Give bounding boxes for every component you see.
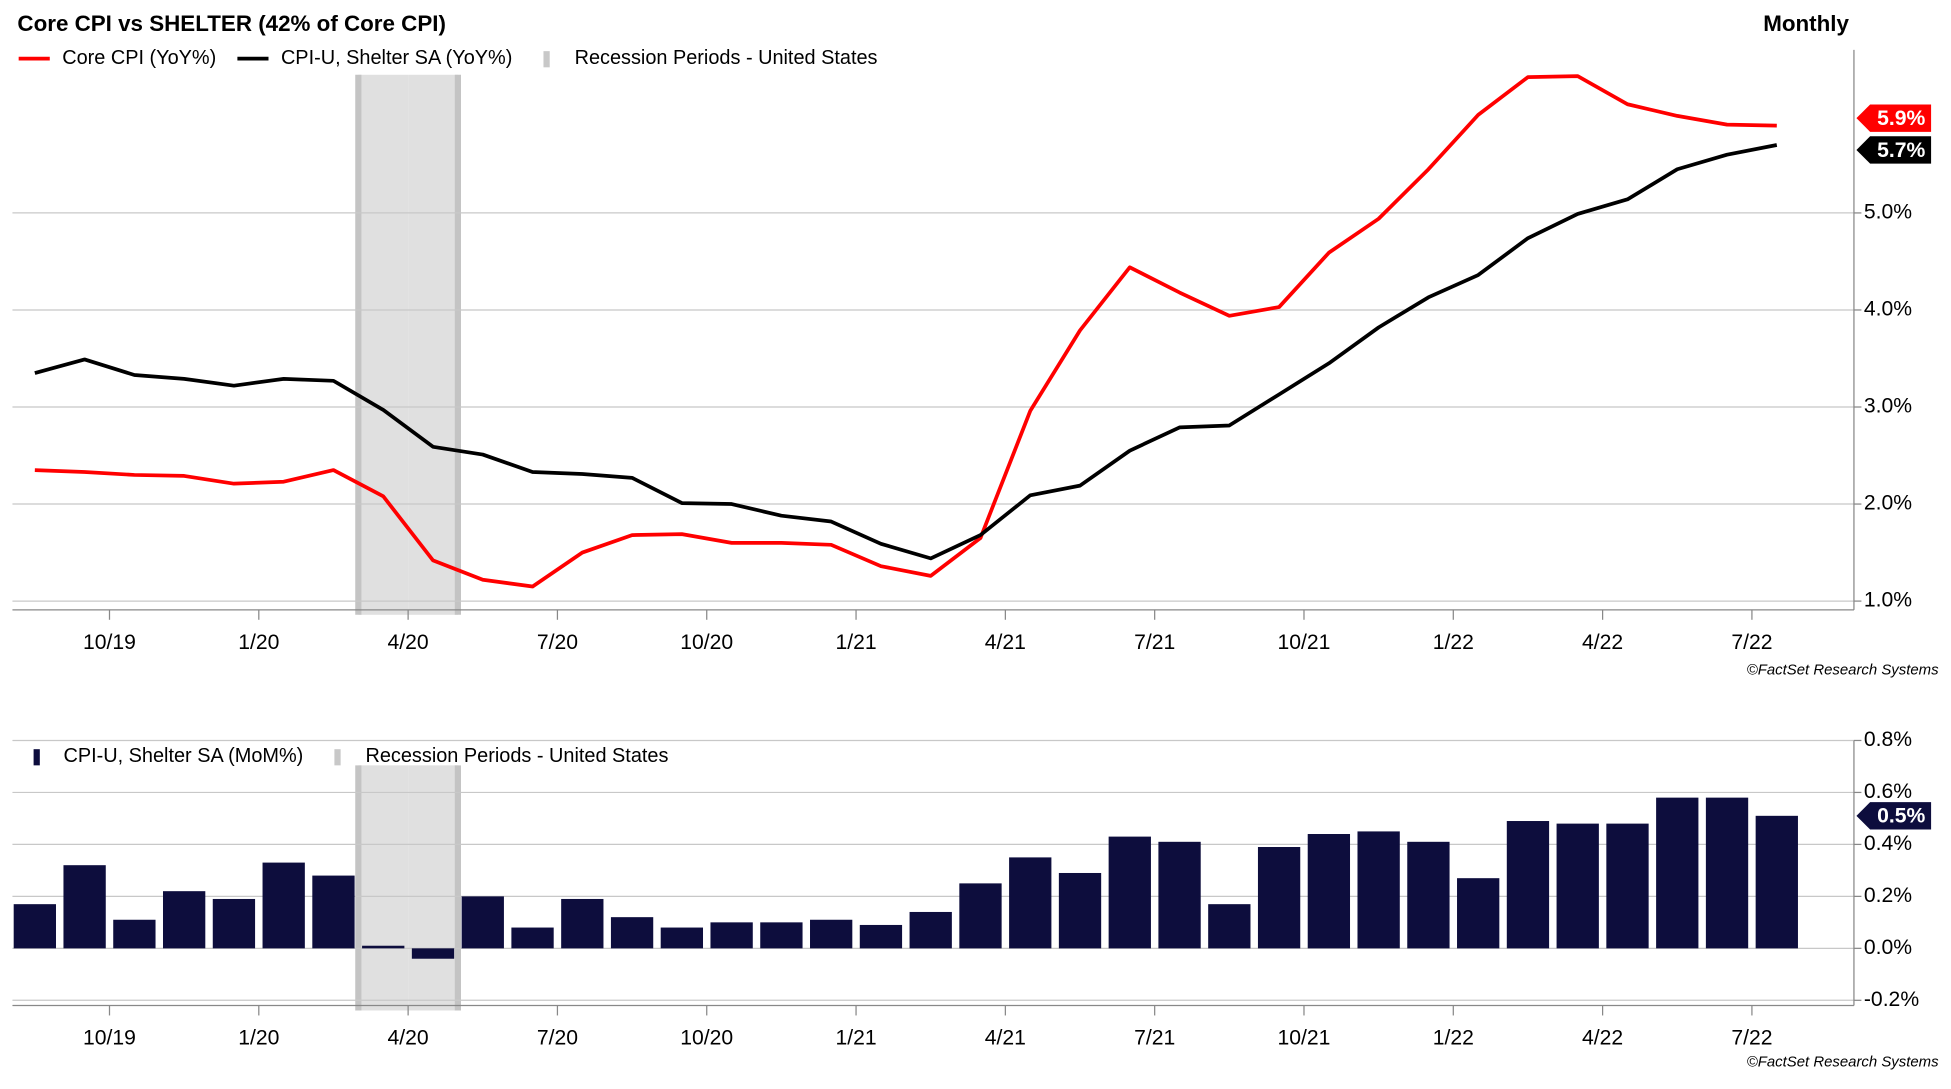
x-tick-label: 1/20 <box>238 631 279 654</box>
x-tick-label: 1/21 <box>835 631 876 654</box>
bar <box>959 883 1002 949</box>
x-tick-label: 1/21 <box>835 1027 876 1050</box>
line <box>34 143 1778 561</box>
y-tick-label: 0.2% <box>1864 884 1912 907</box>
x-tick-label: 10/19 <box>83 1027 136 1050</box>
bar <box>1009 857 1052 949</box>
y-tick-label: 0.6% <box>1864 780 1912 803</box>
bar <box>1357 831 1400 949</box>
x-tick-label: 1/22 <box>1433 1027 1474 1050</box>
x-tick-label: 10/21 <box>1278 1027 1331 1050</box>
legend-label: Core CPI (YoY%) <box>62 47 216 69</box>
value-callout <box>1856 802 1932 830</box>
bar <box>212 898 256 949</box>
bar <box>113 919 156 949</box>
chart-subtitle: Monthly <box>1763 11 1849 36</box>
y-tick-label: 0.4% <box>1864 832 1912 855</box>
y-tick-label: 0.8% <box>1864 728 1912 751</box>
legend-label: CPI-U, Shelter SA (MoM%) <box>63 745 303 767</box>
legend-swatch <box>543 51 550 68</box>
value-callout <box>1856 104 1932 132</box>
recession-band <box>358 765 409 1011</box>
recession-band <box>358 74 409 615</box>
x-tick-label: 1/20 <box>238 1027 279 1050</box>
bar <box>1705 797 1749 949</box>
x-tick-label: 4/21 <box>985 631 1026 654</box>
y-tick-label: 2.0% <box>1864 492 1912 515</box>
bar <box>262 862 305 949</box>
bar <box>63 865 106 949</box>
legend-label: Recession Periods - United States <box>366 745 669 767</box>
chart-title: Core CPI vs SHELTER (42% of Core CPI) <box>17 11 446 36</box>
bar <box>660 927 704 949</box>
x-tick-label: 10/20 <box>680 631 733 654</box>
y-tick-label: 4.0% <box>1864 298 1912 321</box>
bar <box>13 904 56 949</box>
recession-band <box>408 765 458 1011</box>
bar <box>1556 823 1599 949</box>
source-note: ©FactSet Research Systems <box>1747 1054 1939 1071</box>
x-tick-label: 10/19 <box>83 631 136 654</box>
bar <box>411 948 455 959</box>
bar <box>810 919 853 949</box>
bar <box>362 945 405 949</box>
value-callout <box>1856 136 1932 164</box>
bar <box>162 891 206 949</box>
bar <box>312 875 355 949</box>
legend-label: CPI-U, Shelter SA (YoY%) <box>281 47 512 69</box>
bar <box>461 896 504 949</box>
legend-swatch <box>33 749 40 766</box>
bar <box>1457 878 1500 949</box>
y-tick-label: 1.0% <box>1864 589 1912 612</box>
bar <box>1606 823 1649 949</box>
bar <box>561 898 604 949</box>
x-tick-label: 4/20 <box>388 631 429 654</box>
legend-swatch <box>334 749 341 766</box>
x-tick-label: 7/20 <box>537 1027 578 1050</box>
x-tick-label: 7/21 <box>1134 631 1175 654</box>
x-tick-label: 4/21 <box>985 1027 1026 1050</box>
x-tick-label: 10/20 <box>680 1027 733 1050</box>
bar <box>1755 815 1798 949</box>
x-tick-label: 7/22 <box>1731 1027 1772 1050</box>
y-tick-label: -0.2% <box>1864 988 1919 1011</box>
x-tick-label: 7/20 <box>537 631 578 654</box>
x-tick-label: 10/21 <box>1278 631 1331 654</box>
y-tick-label: 5.0% <box>1864 201 1912 224</box>
bar <box>859 924 903 949</box>
x-tick-label: 7/21 <box>1134 1027 1175 1050</box>
value-label: 5.7% <box>1877 139 1925 162</box>
bar <box>1158 841 1201 949</box>
bar <box>1108 836 1151 949</box>
x-tick-label: 4/20 <box>388 1027 429 1050</box>
bar <box>1058 872 1102 949</box>
bar <box>1208 904 1251 949</box>
bar <box>1307 834 1351 949</box>
bar <box>1506 821 1550 949</box>
bar <box>909 911 952 949</box>
value-label: 5.9% <box>1877 107 1925 130</box>
legend-label: Recession Periods - United States <box>575 47 878 69</box>
bar <box>1407 841 1450 949</box>
bar <box>610 917 654 949</box>
line <box>34 74 1777 589</box>
y-tick-label: 3.0% <box>1864 395 1912 418</box>
value-label: 0.5% <box>1877 805 1925 828</box>
source-note: ©FactSet Research Systems <box>1747 662 1939 679</box>
x-tick-label: 1/22 <box>1433 631 1474 654</box>
x-tick-label: 7/22 <box>1731 631 1772 654</box>
recession-band <box>408 74 458 615</box>
bar <box>760 922 803 949</box>
x-tick-label: 4/22 <box>1582 1027 1623 1050</box>
bar <box>1656 797 1699 949</box>
bar <box>511 927 554 949</box>
y-tick-label: 0.0% <box>1864 936 1912 959</box>
bar <box>1257 847 1301 949</box>
x-tick-label: 4/22 <box>1582 631 1623 654</box>
bar <box>710 922 753 949</box>
